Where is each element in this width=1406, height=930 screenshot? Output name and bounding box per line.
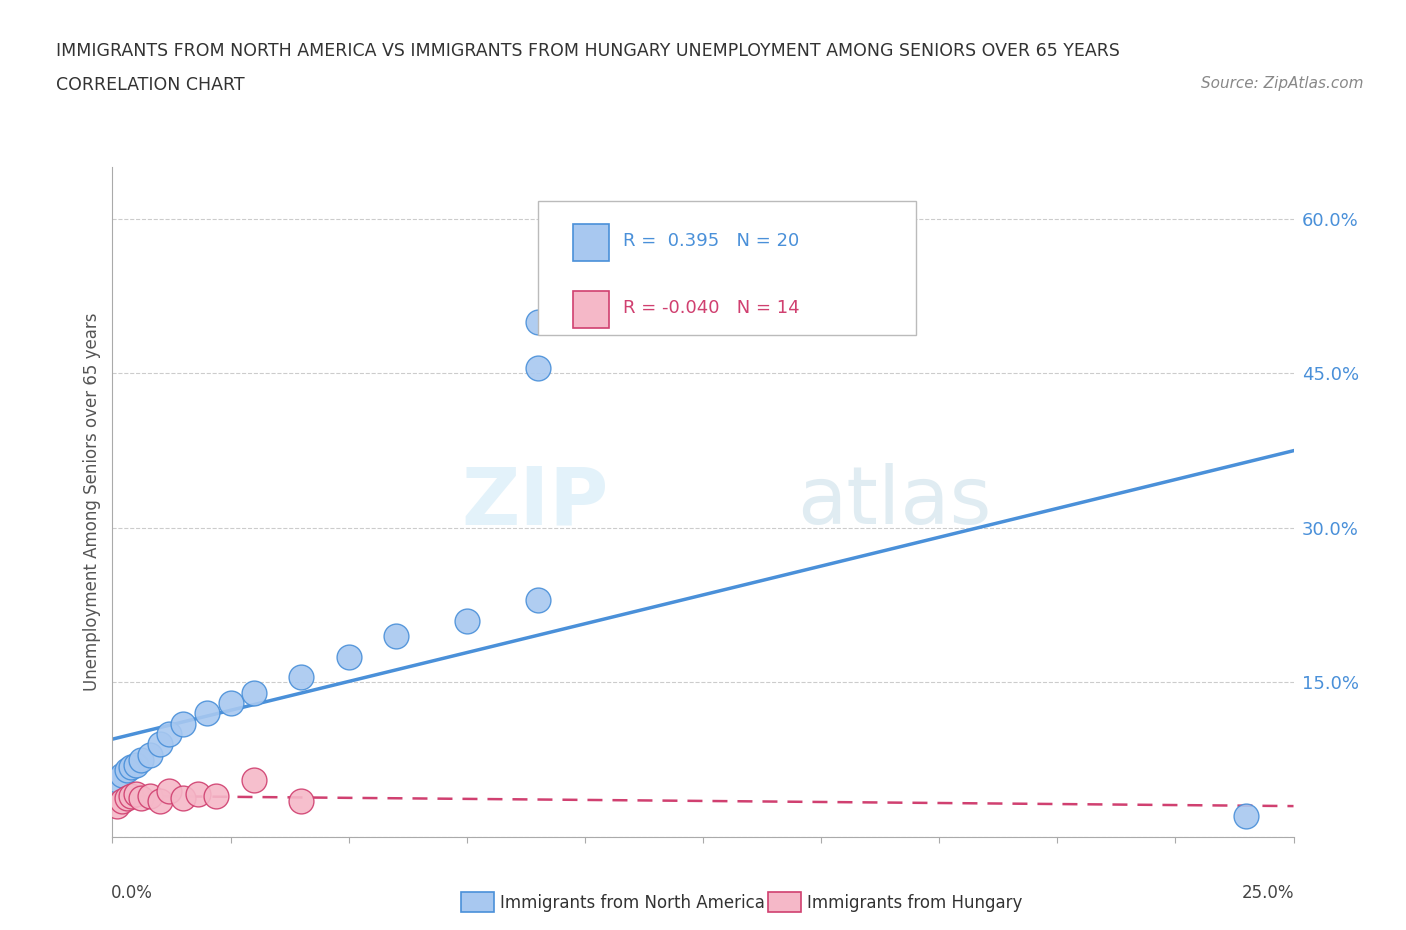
FancyBboxPatch shape [574,224,609,261]
Text: Source: ZipAtlas.com: Source: ZipAtlas.com [1201,76,1364,91]
FancyBboxPatch shape [537,201,915,335]
Point [172,790,194,805]
Point [105,799,128,814]
FancyBboxPatch shape [574,291,609,328]
Point [125,757,148,772]
Point [243,773,266,788]
Point [129,752,152,767]
Point [149,737,172,751]
Point [205,789,228,804]
FancyBboxPatch shape [768,892,801,912]
Point [149,793,172,808]
Text: 25.0%: 25.0% [1243,884,1295,902]
Point [115,790,138,805]
Point [526,361,548,376]
Point [644,284,666,299]
Text: Immigrants from North America: Immigrants from North America [501,894,765,911]
FancyBboxPatch shape [461,892,494,912]
Point [186,786,208,801]
Text: Immigrants from Hungary: Immigrants from Hungary [807,894,1022,911]
Point [385,629,408,644]
Text: IMMIGRANTS FROM NORTH AMERICA VS IMMIGRANTS FROM HUNGARY UNEMPLOYMENT AMONG SENI: IMMIGRANTS FROM NORTH AMERICA VS IMMIGRA… [56,42,1121,60]
Point [120,789,142,804]
Point [157,783,180,798]
Point [526,314,548,329]
Point [111,793,134,808]
Point [195,706,218,721]
Text: CORRELATION CHART: CORRELATION CHART [56,76,245,94]
Point [157,726,180,741]
Text: ZIP: ZIP [461,463,609,541]
Text: atlas: atlas [797,463,991,541]
Point [290,670,312,684]
Point [125,786,148,801]
Point [139,789,162,804]
Text: 0.0%: 0.0% [111,884,153,902]
Point [120,760,142,775]
Point [526,592,548,607]
Text: R = -0.040   N = 14: R = -0.040 N = 14 [623,299,800,317]
Point [129,790,152,805]
Point [172,716,194,731]
Point [219,696,242,711]
Point [105,773,128,788]
Point [337,649,360,664]
Point [1234,809,1257,824]
Point [290,793,312,808]
Point [115,763,138,777]
Point [139,747,162,762]
Y-axis label: Unemployment Among Seniors over 65 years: Unemployment Among Seniors over 65 years [83,313,101,691]
Point [456,613,478,628]
Point [243,685,266,700]
Point [111,768,134,783]
Text: R =  0.395   N = 20: R = 0.395 N = 20 [623,232,799,250]
